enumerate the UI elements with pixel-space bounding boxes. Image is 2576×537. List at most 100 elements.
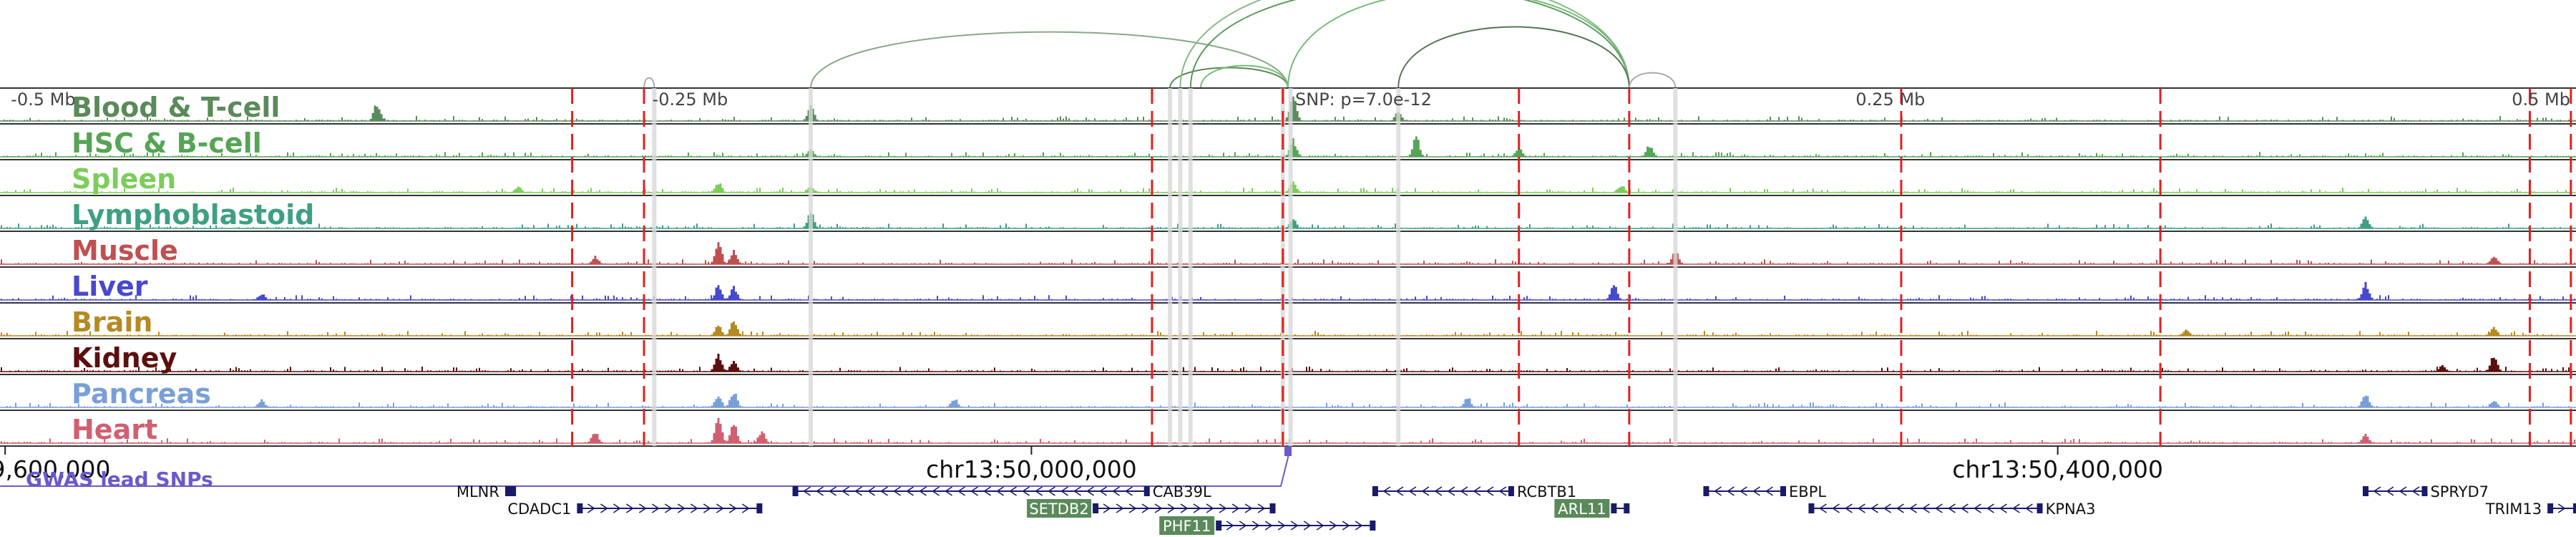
gene-label: CAB39L — [1153, 483, 1211, 500]
gwas-label: GWAS lead SNPs — [26, 468, 213, 491]
track-peak — [1511, 147, 1527, 157]
gene-exon — [792, 486, 799, 496]
track-peak — [1642, 146, 1658, 157]
track-peak — [711, 417, 726, 443]
track-peak — [2486, 401, 2502, 407]
track-peak — [1606, 285, 1621, 300]
gene-exon — [2573, 503, 2576, 513]
gene-strand-arrows — [587, 503, 750, 513]
gene-exon — [1093, 503, 1099, 513]
gene-exon — [1624, 503, 1630, 513]
region-offset-label: 0.5 Mb — [2512, 90, 2570, 110]
track-peak — [711, 326, 726, 336]
gray-highlight-band — [652, 88, 657, 446]
gene-exon — [1611, 503, 1617, 513]
gene-exon — [1780, 486, 1787, 496]
loop-arc — [810, 31, 1289, 89]
track-peak — [711, 242, 726, 264]
gene-label: SETDB2 — [1029, 500, 1088, 518]
track-peak — [2435, 365, 2450, 372]
signal-tracks — [0, 87, 2576, 447]
track-peak — [254, 399, 270, 407]
highlight-lines — [571, 88, 2572, 446]
axis-tick-label: chr13:50,400,000 — [1952, 455, 2163, 483]
snp-pvalue-label: SNP: p=7.0e-12 — [1295, 90, 1432, 110]
gene-exon — [2547, 503, 2554, 513]
track-peak — [711, 354, 726, 372]
track-peak — [1614, 186, 1629, 193]
region-offset-label: 0.25 Mb — [1855, 90, 1925, 110]
loop-arc — [1628, 72, 1677, 89]
gene-exon — [1370, 521, 1376, 531]
gene-highlight-tag — [1159, 516, 1215, 535]
track-label: Liver — [72, 271, 148, 302]
track-peak — [2358, 216, 2373, 228]
track-label: Brain — [72, 306, 152, 338]
gene-label: CDADC1 — [507, 500, 571, 518]
track-peak — [2358, 281, 2373, 300]
track-label: Heart — [72, 414, 157, 445]
track-peak — [510, 186, 524, 193]
gene-label: KPNA3 — [2046, 500, 2096, 518]
gray-highlight-band — [1188, 88, 1193, 446]
gene-exon — [2362, 486, 2368, 496]
gray-highlight-band — [1280, 88, 1285, 446]
track-label: Kidney — [72, 342, 177, 374]
track-peak — [754, 431, 770, 443]
gene-label: MLNR — [457, 483, 499, 500]
gene-exon — [2421, 486, 2428, 496]
gene-exon — [1808, 503, 1815, 513]
gray-highlight-band — [1288, 88, 1293, 446]
coordinate-axis: chr13:49,600,000 chr13:50,000,000 chr13:50… — [0, 446, 2163, 491]
axis-tick-label: chr13:49,600,000 — [0, 455, 111, 483]
track-peak — [2358, 395, 2373, 407]
gene-exon — [1372, 486, 1378, 496]
track-signal-noise — [4, 402, 2572, 407]
loop-arc — [1397, 26, 1630, 89]
gene-exon — [1269, 503, 1276, 513]
track-label: Blood & T-cell — [72, 92, 280, 123]
track-signal-noise — [1, 367, 2575, 372]
gene-label: EBPL — [1789, 483, 1826, 500]
track-peak — [726, 250, 741, 264]
gene-exon — [1216, 521, 1222, 531]
chromatin-loop-arcs — [643, 0, 1677, 89]
track-signal-noise — [1, 295, 2575, 300]
track-peak — [1460, 398, 1475, 407]
gene-label: SPRYD7 — [2430, 483, 2489, 500]
track-peak — [2486, 357, 2502, 372]
gene-exon — [2036, 503, 2043, 513]
gene-label: TRIM13 — [2485, 500, 2542, 518]
loop-arc — [643, 77, 655, 89]
gene-exon — [577, 503, 583, 513]
track-peak — [726, 393, 741, 407]
track-label: HSC & B-cell — [72, 127, 262, 159]
gene-strand-arrows — [2557, 503, 2566, 513]
track-peak — [1408, 136, 1424, 157]
track-peak — [711, 183, 726, 193]
gene-strand-arrows — [1103, 503, 1266, 513]
region-offset-label: -0.5 Mb — [11, 90, 75, 110]
gene-label: PHF11 — [1163, 518, 1211, 535]
gray-highlight-band — [1178, 88, 1183, 446]
gene-label: ARL11 — [1558, 500, 1606, 518]
track-peak — [726, 321, 741, 336]
track-labels: -0.5 Mb -0.25 Mb 0.25 Mb 0.5 Mb SNP: p=7.0e-… — [11, 90, 2570, 445]
loop-arc — [1169, 67, 1289, 89]
track-signal-noise — [1, 438, 2575, 443]
gene-exon — [756, 503, 763, 513]
gene-strand-arrows — [1714, 486, 1773, 496]
gene-exon — [510, 486, 517, 496]
loop-arc — [1179, 0, 1630, 89]
track-label: Lymphoblastoid — [72, 199, 314, 231]
gene-exon — [1508, 486, 1514, 496]
track-peak — [711, 396, 726, 407]
gene-strand-arrows — [1819, 503, 2033, 513]
gray-highlight-band — [1673, 88, 1678, 446]
gene-label: RCBTB1 — [1517, 483, 1576, 500]
gene-strand-arrows — [1226, 521, 1363, 531]
gray-highlight-band — [809, 88, 814, 446]
track-label: Pancreas — [72, 378, 211, 410]
gene-strand-arrows — [803, 486, 1133, 496]
gene-exon — [1143, 486, 1150, 496]
